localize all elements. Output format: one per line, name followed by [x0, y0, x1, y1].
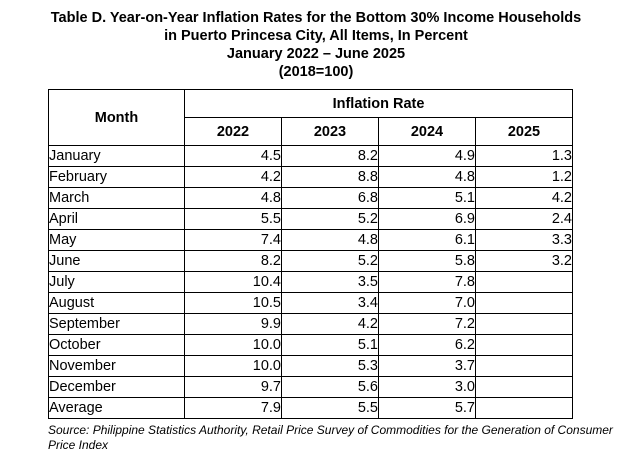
table-row: July 10.4 3.5 7.8 — [48, 271, 573, 293]
inflation-rate-header: Inflation Rate — [184, 89, 573, 118]
value-cell-2022: 10.4 — [184, 271, 282, 293]
table-row: February 4.2 8.8 4.8 1.2 — [48, 166, 573, 188]
value-cell-2023: 3.5 — [281, 271, 379, 293]
value-cell-2024: 3.7 — [378, 355, 476, 377]
value-cell-2024: 4.9 — [378, 145, 476, 167]
month-cell: May — [48, 229, 185, 251]
title-line-1: Table D. Year-on-Year Inflation Rates fo… — [50, 10, 582, 26]
month-cell: March — [48, 187, 185, 209]
table-row: April 5.5 5.2 6.9 2.4 — [48, 208, 573, 230]
year-header-2022: 2022 — [184, 117, 282, 146]
value-cell-2024: 6.2 — [378, 334, 476, 356]
year-header-2023: 2023 — [281, 117, 379, 146]
value-cell-2023: 5.2 — [281, 208, 379, 230]
value-cell-2025: 1.2 — [475, 166, 573, 188]
value-cell-2023: 5.3 — [281, 355, 379, 377]
value-cell-2022: 10.0 — [184, 334, 282, 356]
value-cell-2023: 3.4 — [281, 292, 379, 314]
value-cell-2023: 5.6 — [281, 376, 379, 398]
value-cell-2025 — [475, 376, 573, 398]
table-row: August 10.5 3.4 7.0 — [48, 292, 573, 314]
table-row: October 10.0 5.1 6.2 — [48, 334, 573, 356]
value-cell-2025 — [475, 292, 573, 314]
value-cell-2025: 2.4 — [475, 208, 573, 230]
value-cell-2024: 7.0 — [378, 292, 476, 314]
value-cell-2024: 7.2 — [378, 313, 476, 335]
value-cell-2024: 6.9 — [378, 208, 476, 230]
table-title: Table D. Year-on-Year Inflation Rates fo… — [0, 9, 632, 81]
value-cell-2023: 4.2 — [281, 313, 379, 335]
value-cell-2022: 10.0 — [184, 355, 282, 377]
month-cell: June — [48, 250, 185, 272]
value-cell-2022: 4.2 — [184, 166, 282, 188]
table-row: November 10.0 5.3 3.7 — [48, 355, 573, 377]
month-cell: November — [48, 355, 185, 377]
value-cell-2022: 9.9 — [184, 313, 282, 335]
month-cell: September — [48, 313, 185, 335]
title-line-2: in Puerto Princesa City, All Items, In P… — [164, 28, 468, 44]
value-cell-2023: 8.8 — [281, 166, 379, 188]
title-line-4: (2018=100) — [278, 64, 354, 80]
month-column-header: Month — [48, 89, 185, 146]
value-cell-2022: 7.4 — [184, 229, 282, 251]
value-cell-2023: 4.8 — [281, 229, 379, 251]
table-row: December 9.7 5.6 3.0 — [48, 376, 573, 398]
year-header-2025: 2025 — [475, 117, 573, 146]
month-cell: July — [48, 271, 185, 293]
value-cell-2025 — [475, 355, 573, 377]
value-cell-2024: 6.1 — [378, 229, 476, 251]
month-cell: February — [48, 166, 185, 188]
value-cell-2025 — [475, 334, 573, 356]
table-row: May 7.4 4.8 6.1 3.3 — [48, 229, 573, 251]
month-cell: January — [48, 145, 185, 167]
year-header-2024: 2024 — [378, 117, 476, 146]
title-line-3: January 2022 – June 2025 — [226, 46, 406, 62]
month-cell: October — [48, 334, 185, 356]
value-cell-2025: 3.3 — [475, 229, 573, 251]
value-cell-2023: 8.2 — [281, 145, 379, 167]
table-row: June 8.2 5.2 5.8 3.2 — [48, 250, 573, 272]
month-cell: April — [48, 208, 185, 230]
value-cell-2022: 8.2 — [184, 250, 282, 272]
source-note: Source: Philippine Statistics Authority,… — [48, 423, 613, 452]
value-cell-2022: 4.5 — [184, 145, 282, 167]
value-cell-2023: 6.8 — [281, 187, 379, 209]
value-cell-2025: 3.2 — [475, 250, 573, 272]
value-cell-2023: 5.5 — [281, 397, 379, 419]
month-cell: August — [48, 292, 185, 314]
table-row: September 9.9 4.2 7.2 — [48, 313, 573, 335]
value-cell-2022: 9.7 — [184, 376, 282, 398]
value-cell-2025 — [475, 271, 573, 293]
month-cell: December — [48, 376, 185, 398]
value-cell-2022: 7.9 — [184, 397, 282, 419]
value-cell-2022: 10.5 — [184, 292, 282, 314]
table-body: January 4.5 8.2 4.9 1.3 February 4.2 8.8 4.8 1.2 M… — [48, 145, 573, 419]
value-cell-2024: 5.8 — [378, 250, 476, 272]
table-row: March 4.8 6.8 5.1 4.2 — [48, 187, 573, 209]
value-cell-2024: 7.8 — [378, 271, 476, 293]
value-cell-2023: 5.2 — [281, 250, 379, 272]
value-cell-2024: 5.7 — [378, 397, 476, 419]
value-cell-2025 — [475, 313, 573, 335]
value-cell-2022: 4.8 — [184, 187, 282, 209]
value-cell-2024: 5.1 — [378, 187, 476, 209]
table-row: Average 7.9 5.5 5.7 — [48, 397, 573, 419]
value-cell-2025: 1.3 — [475, 145, 573, 167]
value-cell-2025 — [475, 397, 573, 419]
value-cell-2023: 5.1 — [281, 334, 379, 356]
value-cell-2024: 3.0 — [378, 376, 476, 398]
table-row: January 4.5 8.2 4.9 1.3 — [48, 145, 573, 167]
value-cell-2024: 4.8 — [378, 166, 476, 188]
month-cell: Average — [48, 397, 185, 419]
inflation-table: Month Inflation Rate 2022 2023 2024 2025… — [48, 89, 573, 419]
value-cell-2025: 4.2 — [475, 187, 573, 209]
value-cell-2022: 5.5 — [184, 208, 282, 230]
